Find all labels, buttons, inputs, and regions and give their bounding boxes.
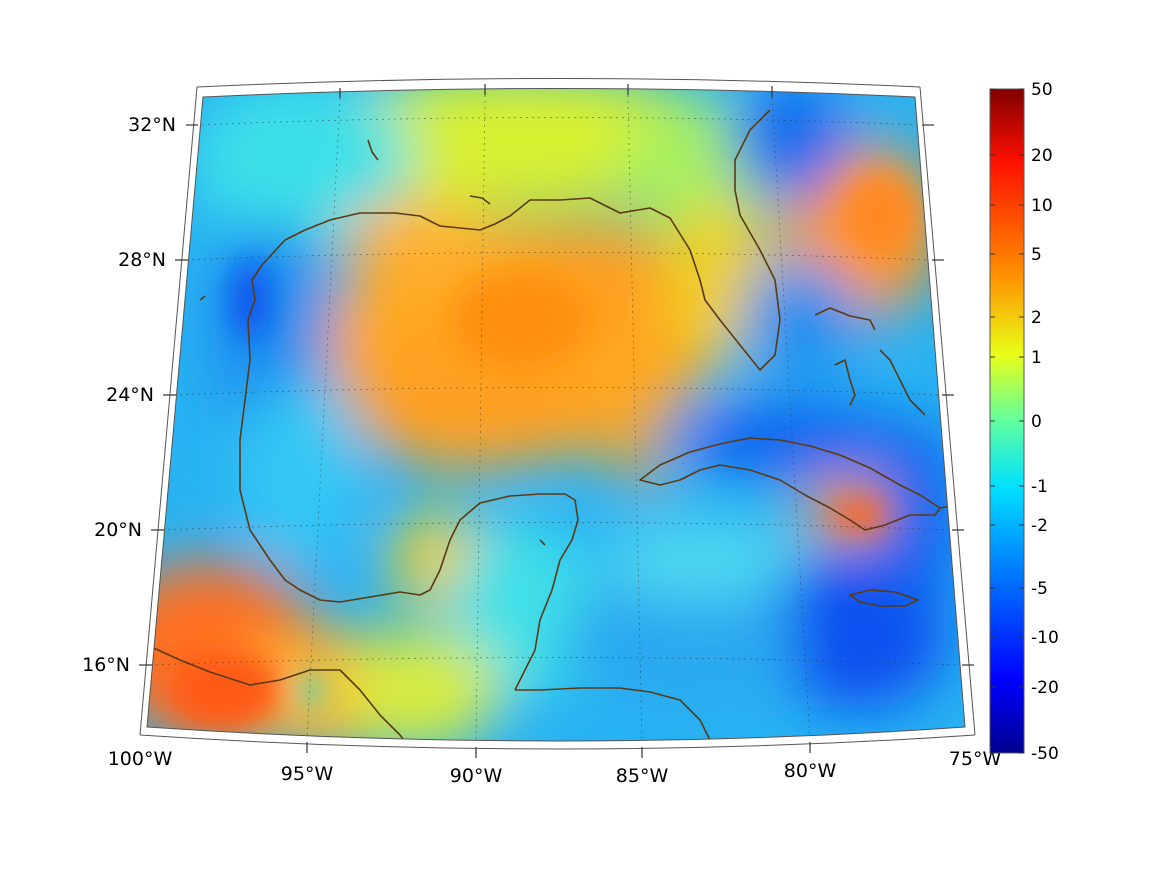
lon-tick-label: 85°W bbox=[616, 765, 669, 787]
field-heatmap bbox=[147, 88, 965, 741]
colorbar-tick-label: 1 bbox=[1031, 348, 1042, 368]
colorbar-tick-label: 20 bbox=[1031, 146, 1053, 166]
longitude-tick-labels: 100°W 95°W 90°W 85°W 80°W 75°W bbox=[108, 748, 1002, 787]
lat-tick-label: 28°N bbox=[118, 249, 166, 271]
lon-tick-label: 90°W bbox=[450, 765, 503, 787]
lon-tick-label: 75°W bbox=[949, 748, 1002, 770]
lon-tick-label: 80°W bbox=[784, 760, 837, 782]
colorbar-tick-label: -5 bbox=[1031, 579, 1048, 599]
lon-tick-label: 95°W bbox=[281, 763, 334, 785]
lon-tick-label: 100°W bbox=[108, 748, 173, 770]
lat-tick-label: 24°N bbox=[106, 384, 154, 406]
colorbar-tick-label: 5 bbox=[1031, 245, 1042, 265]
latitude-tick-labels: 32°N 28°N 24°N 20°N 16°N bbox=[82, 114, 176, 676]
colorbar-tick-label: -1 bbox=[1031, 477, 1048, 497]
colorbar-tick-label: -2 bbox=[1031, 516, 1048, 536]
colorbar-tick-label: -10 bbox=[1031, 628, 1059, 648]
colorbar-tick-label: 0 bbox=[1031, 412, 1042, 432]
colorbar-tick-label: -50 bbox=[1031, 744, 1059, 764]
colorbar-tick-label: 50 bbox=[1031, 80, 1053, 100]
map-graticule bbox=[149, 94, 963, 741]
lat-tick-label: 16°N bbox=[82, 654, 130, 676]
lat-tick-label: 32°N bbox=[128, 114, 176, 136]
colorbar-tick-label: -20 bbox=[1031, 678, 1059, 698]
colorbar-tick-label: 10 bbox=[1031, 196, 1053, 216]
lat-tick-label: 20°N bbox=[94, 519, 142, 541]
colorbar-tick-label: 2 bbox=[1031, 308, 1042, 328]
frame-ticks bbox=[139, 84, 974, 758]
map-frame bbox=[139, 78, 976, 750]
colorbar-gradient bbox=[989, 88, 1025, 754]
coastline-layer bbox=[147, 109, 956, 741]
